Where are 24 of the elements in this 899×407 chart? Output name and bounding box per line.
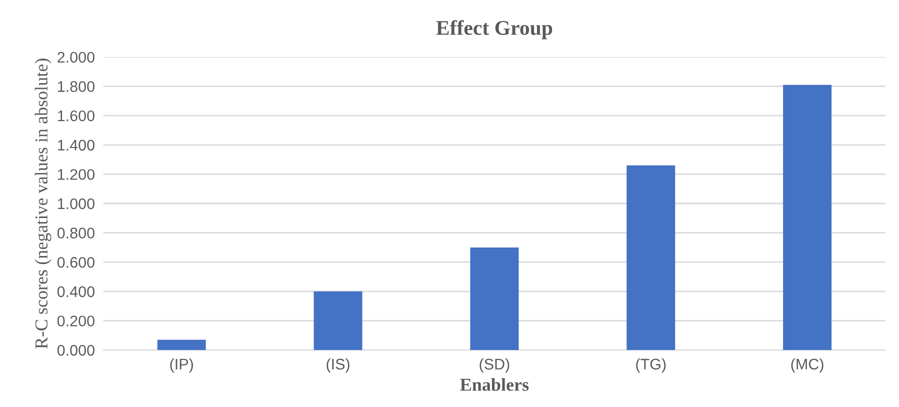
- x-tick-label: (IS): [326, 358, 350, 373]
- bar: [470, 247, 519, 350]
- y-tick-label: 1.200: [58, 169, 94, 180]
- y-tick-label: 0.000: [57, 344, 94, 356]
- chart-title: Effect Group: [436, 20, 552, 40]
- y-tick-label: 1.000: [58, 198, 94, 210]
- bar: [157, 340, 206, 350]
- y-tick-label: 1.600: [58, 110, 94, 122]
- bar: [783, 84, 832, 350]
- y-tick-label: 0.200: [57, 316, 94, 326]
- y-axis-title: R-C scores (negative values in absolute): [34, 58, 52, 349]
- x-tick-label: (IP): [170, 358, 193, 373]
- y-tick-label: 0.600: [57, 256, 94, 268]
- bar: [626, 165, 676, 350]
- bar: [314, 291, 362, 350]
- x-tick-label: (TG): [636, 358, 666, 373]
- y-tick-label: 0.800: [57, 228, 94, 238]
- x-tick-label: (MC): [791, 358, 824, 373]
- y-tick-label: 1.400: [58, 140, 94, 151]
- x-axis-title: Enablers: [460, 378, 529, 391]
- y-tick-label: 0.400: [57, 286, 94, 298]
- x-tick-label: (SD): [480, 358, 510, 373]
- y-tick-label: 1.800: [58, 81, 94, 92]
- y-tick-label: 2.000: [58, 52, 94, 63]
